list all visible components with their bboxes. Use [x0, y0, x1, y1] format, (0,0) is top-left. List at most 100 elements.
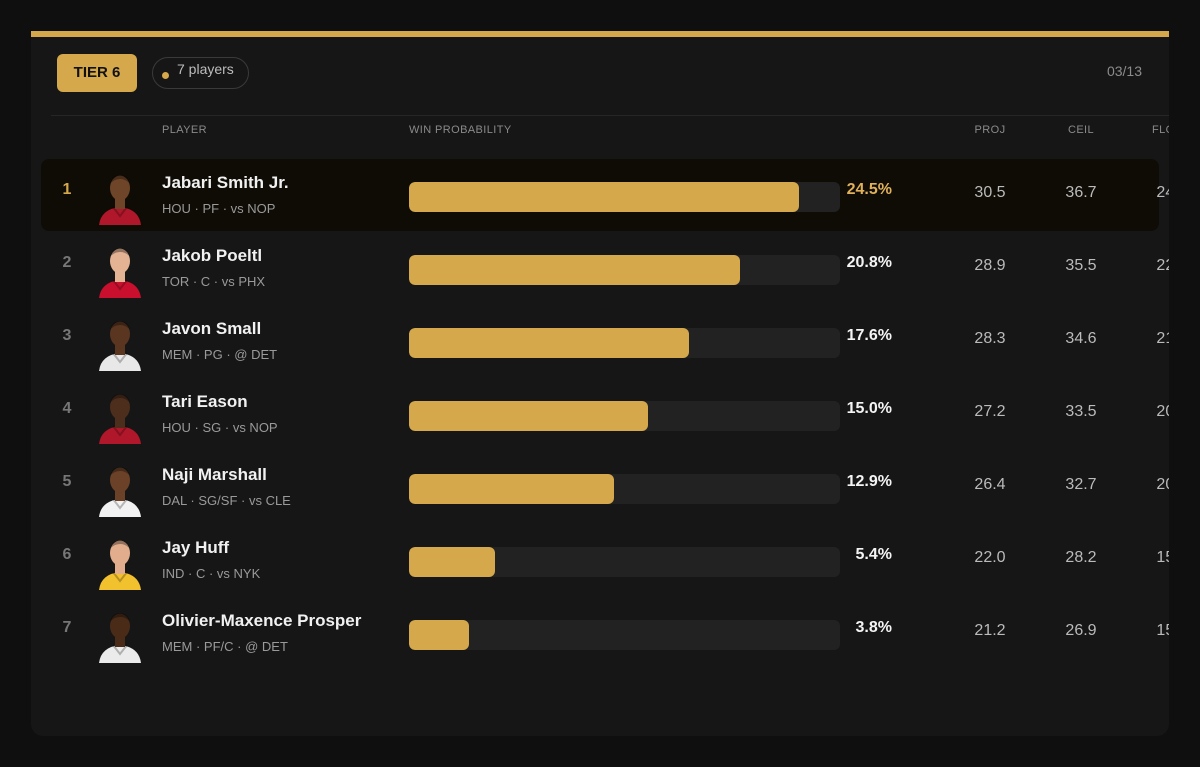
proj-value: 28.9 [974, 257, 1006, 274]
player-position: C [200, 274, 211, 289]
player-team: MEM [162, 639, 193, 654]
player-row[interactable]: 3 Javon Small MEM · PG · @ DET 17.6% 28.3 34.… [41, 305, 1169, 377]
player-opponent: vs NOP [230, 201, 276, 216]
proj-value: 21.2 [974, 622, 1006, 639]
player-rank: 2 [62, 254, 72, 271]
column-header-ceil[interactable]: CEIL [1067, 124, 1095, 136]
player-meta: TOR · C · vs PHX [162, 274, 266, 289]
player-avatar [99, 248, 141, 298]
player-position: PF [202, 201, 220, 216]
player-name[interactable]: Jakob Poeltl [162, 246, 263, 265]
win-probability-bar [409, 474, 840, 504]
tier-card: TIER 6 7 players 03/13 PLAYER WIN PROBAB… [31, 31, 1169, 736]
proj-value: 27.2 [974, 403, 1006, 420]
proj-value: 22.0 [974, 549, 1006, 566]
bullet-dot-icon [162, 72, 169, 79]
player-opponent: @ DET [234, 347, 278, 362]
player-opponent: vs NYK [216, 566, 261, 581]
player-opponent: vs NOP [232, 420, 278, 435]
ceil-value: 35.5 [1065, 257, 1097, 274]
win-probability-fill [409, 401, 648, 431]
player-team: TOR [162, 274, 190, 289]
column-header-player: PLAYER [162, 124, 207, 136]
player-meta: MEM · PG · @ DET [162, 347, 278, 362]
player-name[interactable]: Tari Eason [162, 392, 248, 411]
column-header-win-probability: WIN PROBABILITY [409, 124, 512, 136]
player-avatar [99, 394, 141, 444]
player-row[interactable]: 6 Jay Huff IND · C · vs NYK 5.4% 22.0 28.2 15.… [41, 524, 1169, 596]
player-position: C [195, 566, 206, 581]
player-team: MEM [162, 347, 193, 362]
win-probability-value: 15.0% [846, 400, 892, 417]
win-probability-bar [409, 547, 840, 577]
player-row[interactable]: 1 Jabari Smith Jr. HOU · PF · vs NOP 24.5% 3… [41, 159, 1169, 231]
tier-badge[interactable]: TIER 6 [57, 54, 137, 92]
floor-value: 22.3 [1156, 257, 1169, 274]
player-opponent: vs PHX [221, 274, 266, 289]
ceil-value: 32.7 [1065, 476, 1097, 493]
column-header-proj[interactable]: PROJ [974, 124, 1006, 136]
player-row[interactable]: 4 Tari Eason HOU · SG · vs NOP 15.0% 27.2 33.… [41, 378, 1169, 450]
win-probability-fill [409, 255, 740, 285]
player-meta: HOU · PF · vs NOP [162, 201, 276, 216]
player-name[interactable]: Jay Huff [162, 538, 230, 557]
floor-value: 15.8 [1156, 549, 1169, 566]
floor-value: 15.6 [1156, 622, 1169, 639]
floor-value: 24.3 [1156, 184, 1169, 201]
player-avatar [99, 175, 141, 225]
player-count-pill: 7 players [152, 57, 249, 89]
player-position: PG [203, 347, 223, 362]
player-name[interactable]: Jabari Smith Jr. [162, 173, 289, 192]
player-name[interactable]: Naji Marshall [162, 465, 267, 484]
win-probability-value: 3.8% [855, 619, 892, 636]
floor-value: 20.8 [1156, 403, 1169, 420]
ceil-value: 28.2 [1065, 549, 1097, 566]
player-rank: 3 [62, 327, 72, 344]
column-header-floor[interactable]: FLOOR [1152, 124, 1169, 136]
player-rank: 5 [62, 473, 72, 490]
player-name[interactable]: Olivier-Maxence Prosper [162, 611, 362, 630]
proj-value: 30.5 [974, 184, 1006, 201]
date-label: 03/13 [1106, 63, 1142, 79]
proj-value: 28.3 [974, 330, 1006, 347]
win-probability-bar [409, 620, 840, 650]
floor-value: 21.9 [1156, 330, 1169, 347]
floor-value: 20.0 [1156, 476, 1169, 493]
ceil-value: 26.9 [1065, 622, 1097, 639]
win-probability-value: 24.5% [846, 181, 892, 198]
win-probability-bar [409, 255, 840, 285]
player-row[interactable]: 7 Olivier-Maxence Prosper MEM · PF/C · @ D… [41, 597, 1169, 669]
player-meta: MEM · PF/C · @ DET [162, 639, 288, 654]
tier-accent-bar [31, 31, 1169, 37]
header-divider [51, 115, 1169, 116]
win-probability-value: 20.8% [846, 254, 892, 271]
player-rank: 6 [62, 546, 72, 563]
player-rank: 1 [62, 181, 72, 198]
win-probability-bar [409, 401, 840, 431]
player-opponent: vs CLE [248, 493, 291, 508]
player-team: DAL [162, 493, 187, 508]
player-name[interactable]: Javon Small [162, 319, 262, 338]
win-probability-fill [409, 328, 689, 358]
player-row[interactable]: 2 Jakob Poeltl TOR · C · vs PHX 20.8% 28.9 35… [41, 232, 1169, 304]
player-avatar [99, 540, 141, 590]
player-position: SG/SF [198, 493, 238, 508]
player-avatar [99, 613, 141, 663]
player-team: HOU [162, 420, 191, 435]
player-avatar [99, 467, 141, 517]
player-meta: HOU · SG · vs NOP [162, 420, 278, 435]
win-probability-fill [409, 474, 614, 504]
win-probability-fill [409, 547, 495, 577]
win-probability-bar [409, 328, 840, 358]
player-row[interactable]: 5 Naji Marshall DAL · SG/SF · vs CLE 12.9% 2… [41, 451, 1169, 523]
win-probability-value: 5.4% [855, 546, 892, 563]
player-position: SG [202, 420, 222, 435]
player-avatar [99, 321, 141, 371]
win-probability-fill [409, 620, 469, 650]
proj-value: 26.4 [974, 476, 1006, 493]
player-meta: IND · C · vs NYK [162, 566, 261, 581]
player-meta: DAL · SG/SF · vs CLE [162, 493, 291, 508]
player-count-label: 7 players [177, 61, 234, 77]
player-rank: 7 [62, 619, 72, 636]
player-opponent: @ DET [245, 639, 288, 654]
